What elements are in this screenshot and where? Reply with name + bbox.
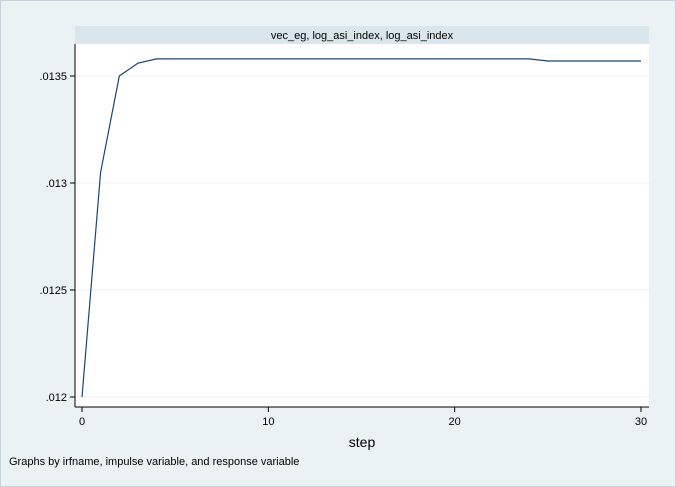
- y-tick-label: .0135: [39, 71, 67, 83]
- x-tick-label: 20: [449, 416, 461, 428]
- y-tick-label: .0125: [39, 285, 67, 297]
- x-axis-title: step: [349, 434, 376, 450]
- y-axis: .012 .0125 .013 .0135: [39, 44, 76, 407]
- panel-title-bar: [75, 26, 649, 44]
- y-tick-label: .013: [46, 178, 67, 190]
- x-tick-label: 30: [635, 416, 647, 428]
- gridlines: [75, 75, 649, 398]
- x-tick-label: 10: [262, 416, 274, 428]
- y-tick-label: .012: [46, 392, 67, 404]
- x-axis: 0 10 20 30: [75, 406, 649, 428]
- plot-region: [75, 44, 649, 407]
- panel-title: vec_eg, log_asi_index, log_asi_index: [271, 30, 454, 42]
- irf-series-line: [81, 58, 641, 398]
- x-tick-label: 0: [79, 416, 85, 428]
- graph-note: Graphs by irfname, impulse variable, and…: [9, 456, 300, 468]
